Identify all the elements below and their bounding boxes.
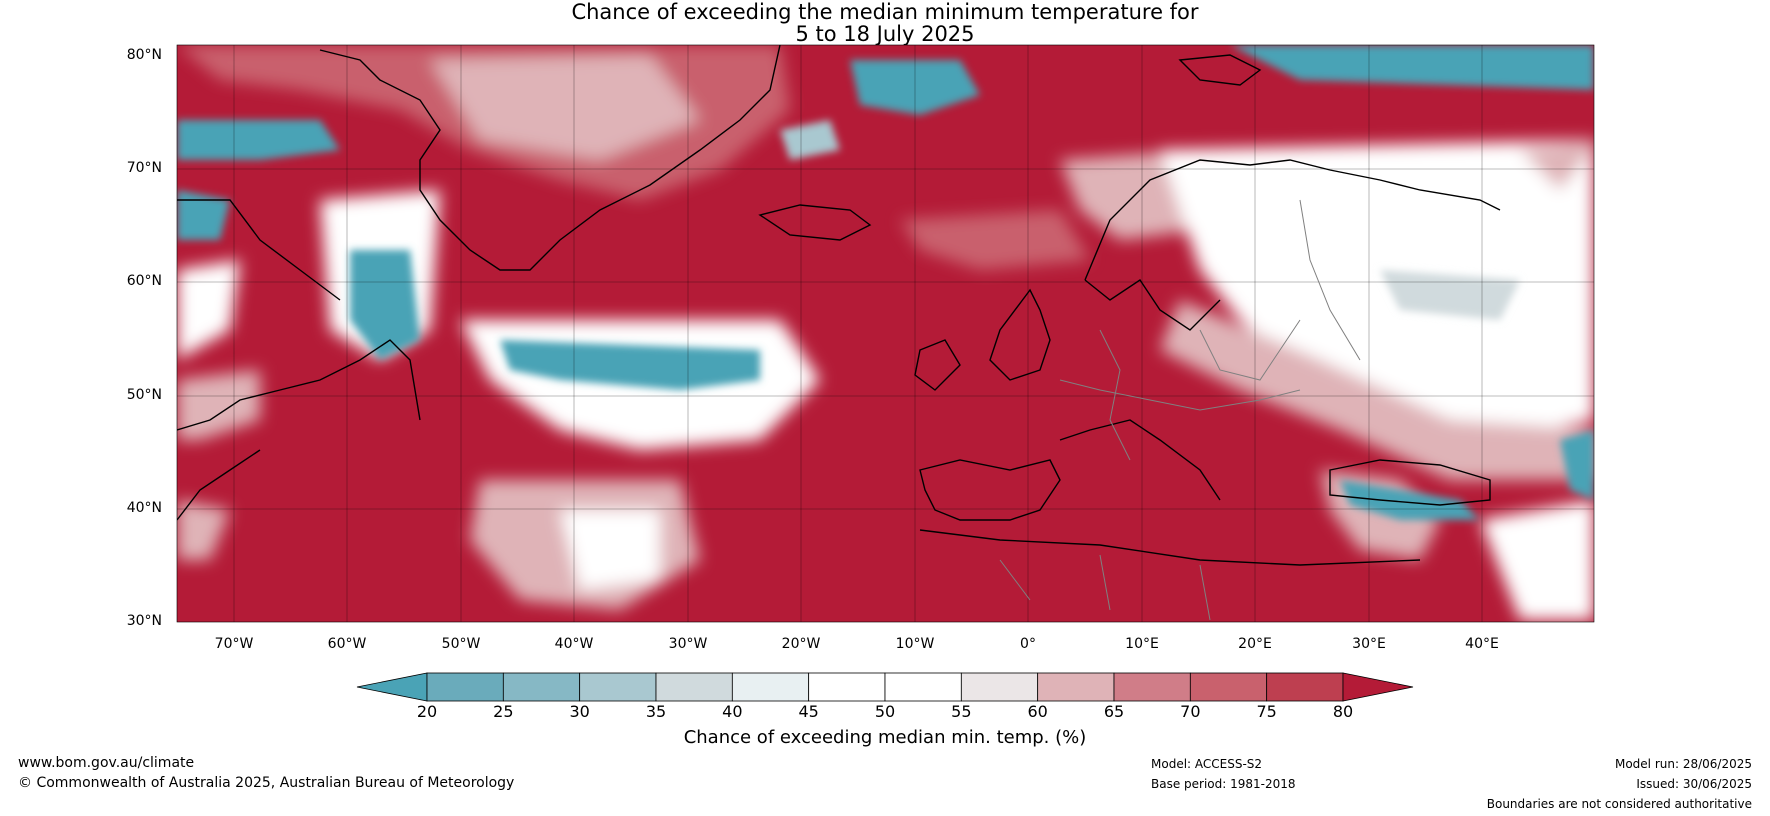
lon-label-60w: 60°W	[327, 636, 367, 652]
lon-label-70w: 70°W	[214, 636, 254, 652]
map-title-line2: 5 to 18 July 2025	[795, 22, 975, 46]
lon-label-50w: 50°W	[441, 636, 481, 652]
colorbar-segment	[1266, 672, 1344, 702]
colorbar-segment	[1113, 672, 1191, 702]
colorbar-extend-high	[1342, 672, 1414, 702]
lon-label-40e: 40°E	[1465, 636, 1499, 652]
lon-label-0: 0°	[1020, 636, 1036, 652]
colorbar-tick-label: 70	[1180, 702, 1201, 721]
colorbar-tick-label: 65	[1103, 702, 1125, 721]
colorbar-segment	[960, 672, 1039, 702]
graticule	[177, 45, 1594, 622]
colorbar-segment	[655, 672, 733, 702]
lat-label-50n: 50°N	[126, 387, 162, 403]
lon-label-20e: 20°E	[1238, 636, 1272, 652]
lat-label-40n: 40°N	[126, 500, 162, 516]
footer-issued: Issued: 30/06/2025	[1636, 777, 1752, 791]
colorbar-extend-low	[356, 672, 428, 702]
colorbar-tick-label: 40	[722, 702, 743, 721]
colorbar-segment	[502, 672, 581, 702]
colorbar-tick-label: 20	[416, 702, 438, 721]
lat-label-60n: 60°N	[126, 273, 162, 289]
colorbar-tick-label: 60	[1027, 702, 1048, 721]
cool-regions	[177, 45, 1594, 520]
coastlines	[177, 45, 1501, 566]
colorbar-tick-label: 35	[645, 702, 667, 721]
colorbar-tick-label: 55	[951, 702, 972, 721]
colorbar-segment	[426, 672, 504, 702]
map-frame	[176, 44, 1595, 623]
lon-label-10e: 10°E	[1125, 636, 1159, 652]
colorbar-tick-label: 30	[569, 702, 590, 721]
colorbar-tick-label: 45	[798, 702, 819, 721]
colorbar-tick-label: 50	[874, 702, 896, 721]
footer-model: Model: ACCESS-S2	[1151, 757, 1263, 771]
colorbar-segment	[808, 672, 886, 702]
lon-label-10w: 10°W	[895, 636, 935, 652]
lat-label-30n: 30°N	[126, 613, 162, 629]
colorbar-tick-label: 25	[493, 702, 514, 721]
lat-label-70n: 70°N	[126, 160, 162, 176]
colorbar-label: Chance of exceeding median min. temp. (%…	[683, 727, 1087, 748]
lon-label-20w: 20°W	[781, 636, 821, 652]
footer-copyright: © Commonwealth of Australia 2025, Austra…	[18, 775, 515, 791]
colorbar-segment	[884, 672, 962, 702]
footer-disclaimer: Boundaries are not considered authoritat…	[1486, 797, 1752, 811]
lon-label-30e: 30°E	[1352, 636, 1386, 652]
colorbar-segment	[1037, 672, 1115, 702]
lon-label-30w: 30°W	[668, 636, 708, 652]
footer-base-period: Base period: 1981-2018	[1151, 777, 1296, 791]
country-borders	[999, 199, 1361, 621]
colorbar-segment	[1189, 672, 1268, 702]
colorbar-segment	[731, 672, 810, 702]
map-title-line1: Chance of exceeding the median minimum t…	[571, 0, 1199, 24]
warm-light-regions	[177, 45, 1594, 620]
footer-website: www.bom.gov.au/climate	[18, 755, 195, 771]
colorbar-tick-label: 80	[1332, 702, 1354, 721]
footer-model-run: Model run: 28/06/2025	[1614, 757, 1752, 771]
colorbar-tick-label: 75	[1256, 702, 1277, 721]
lat-label-80n: 80°N	[126, 47, 162, 63]
colorbar-segment	[579, 672, 657, 702]
lon-label-40w: 40°W	[554, 636, 594, 652]
